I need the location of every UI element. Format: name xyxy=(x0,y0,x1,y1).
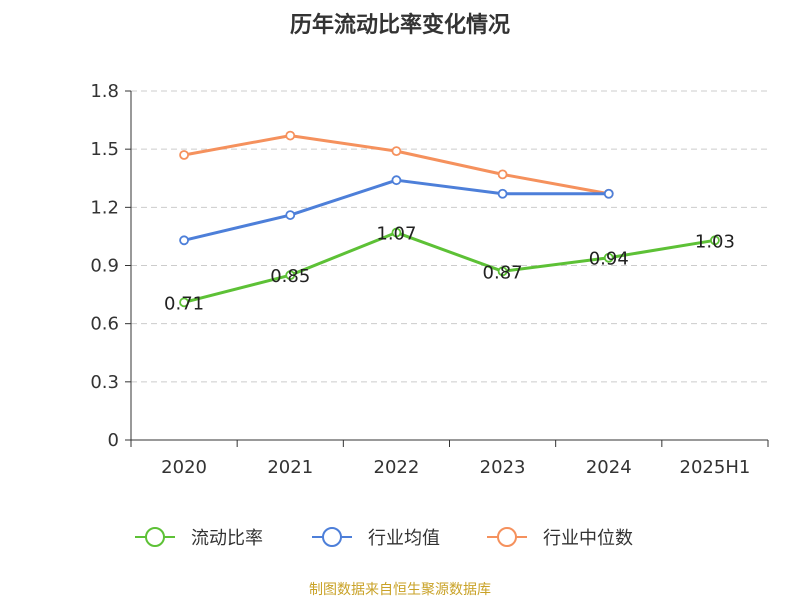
y-tick-label: 1.2 xyxy=(90,197,119,218)
data-point[interactable] xyxy=(497,266,508,277)
y-tick-label: 0 xyxy=(108,430,119,451)
legend-label: 行业中位数 xyxy=(543,528,633,549)
data-label: 1.07 xyxy=(376,224,416,245)
x-tick-label: 2025H1 xyxy=(680,457,751,478)
legend[interactable]: 流动比率 行业均值 行业中位数 xyxy=(135,527,633,549)
data-point[interactable] xyxy=(497,169,508,180)
data-point[interactable] xyxy=(179,150,189,160)
series-line xyxy=(183,231,716,304)
data-point[interactable] xyxy=(603,252,614,263)
y-tick-label: 0.9 xyxy=(90,256,119,277)
legend-marker xyxy=(322,527,342,547)
data-point[interactable] xyxy=(391,227,402,238)
chart-title: 历年流动比率变化情况 xyxy=(290,12,510,38)
legend-item[interactable]: 流动比率 xyxy=(135,527,263,549)
data-labels: 0.71 0.85 1.07 0.87 0.94 1.03 xyxy=(164,224,735,315)
data-label: 1.03 xyxy=(695,231,735,252)
data-label: 0.71 xyxy=(164,293,204,314)
y-tick-label: 0.6 xyxy=(90,314,119,335)
data-point[interactable] xyxy=(710,235,720,246)
legend-item[interactable]: 行业均值 xyxy=(312,527,440,549)
data-point[interactable] xyxy=(497,188,508,199)
data-label: 0.94 xyxy=(589,249,629,270)
x-tick-label: 2023 xyxy=(480,457,526,478)
y-tick-label: 1.8 xyxy=(90,81,119,102)
x-tick-label: 2024 xyxy=(586,457,632,478)
data-point[interactable] xyxy=(391,175,402,186)
data-point[interactable] xyxy=(285,210,296,220)
x-tick-label: 2021 xyxy=(267,457,313,478)
data-label: 0.85 xyxy=(270,266,310,287)
data-point[interactable] xyxy=(391,146,402,157)
legend-marker xyxy=(497,527,517,547)
legend-item[interactable]: 行业中位数 xyxy=(487,527,633,549)
data-point[interactable] xyxy=(603,188,614,199)
data-point[interactable] xyxy=(285,130,296,141)
data-label: 0.87 xyxy=(483,262,523,283)
y-tick-label: 1.5 xyxy=(90,139,119,160)
legend-marker xyxy=(145,527,165,547)
data-point[interactable] xyxy=(285,270,296,281)
data-point[interactable] xyxy=(179,235,189,246)
legend-label: 流动比率 xyxy=(191,528,263,549)
x-tick-label: 2020 xyxy=(161,457,207,478)
data-point[interactable] xyxy=(179,297,189,308)
legend-label: 行业均值 xyxy=(368,528,440,549)
y-tick-label: 0.3 xyxy=(90,372,119,393)
axes: 0 0.3 0.6 0.9 1.2 1.5 1.8 2020 2021 2022 2023 2024 2… xyxy=(90,81,769,478)
gridlines xyxy=(131,90,768,383)
x-tick-label: 2022 xyxy=(374,457,420,478)
series-group xyxy=(179,130,720,308)
source-note: 制图数据来自恒生聚源数据库 xyxy=(309,582,491,598)
